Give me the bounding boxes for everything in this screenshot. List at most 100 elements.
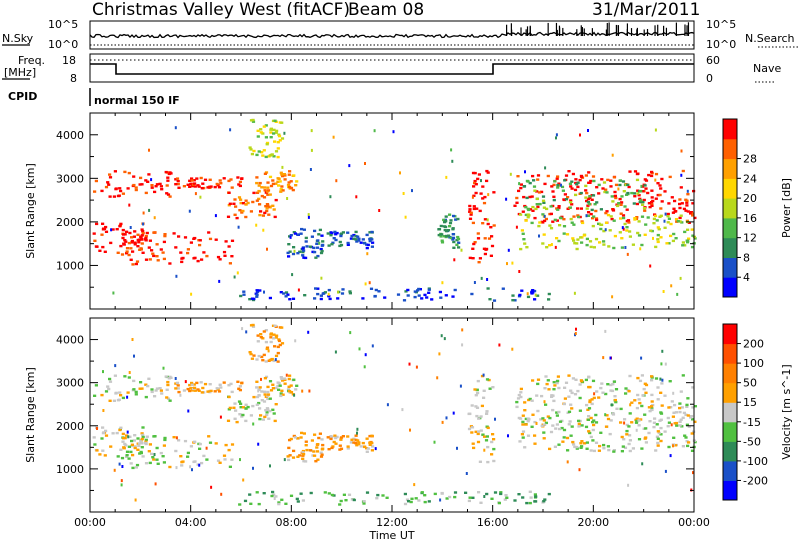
power-cell (286, 183, 291, 187)
velocity-point (349, 331, 352, 335)
power-cell (602, 240, 606, 243)
velocity-cell (265, 413, 269, 417)
velocity-point (438, 352, 441, 356)
power-cell (330, 243, 334, 246)
power-point (639, 247, 642, 251)
velocity-cell (200, 391, 204, 394)
power-cell (190, 179, 194, 182)
velocity-cell (251, 325, 256, 328)
power-cell (536, 294, 540, 297)
velocity-cell (557, 386, 561, 390)
power-cell (553, 180, 557, 183)
velocity-cell (153, 395, 157, 398)
velocity-cell (264, 329, 268, 332)
power-cell (176, 182, 180, 186)
power-cell (600, 223, 604, 226)
power-cell (476, 237, 481, 240)
velocity-cell (312, 450, 316, 453)
power-cell (686, 239, 690, 242)
power-cell (530, 221, 534, 225)
velocity-cell (259, 414, 263, 417)
power-cell (524, 213, 528, 217)
velocity-point (511, 347, 514, 351)
power-cell (316, 292, 320, 296)
power-cell (320, 244, 324, 247)
velocity-cell (315, 450, 320, 453)
velocity-cell (133, 445, 137, 448)
power-point (283, 131, 286, 135)
power-point (129, 226, 132, 229)
velocity-cell (546, 415, 550, 418)
power-cell (549, 205, 553, 208)
power-cell (639, 189, 643, 193)
velocity-colorbar-label: 100 (743, 357, 764, 370)
velocity-cell (280, 498, 284, 501)
velocity-cell (133, 434, 137, 437)
power-cell (289, 186, 294, 190)
power-cell (451, 227, 455, 230)
velocity-point (257, 442, 260, 446)
velocity-cell (556, 375, 560, 378)
velocity-point (609, 356, 612, 360)
velocity-cell (263, 415, 267, 419)
power-point (617, 187, 620, 191)
power-cell (676, 220, 680, 223)
power-point (560, 183, 562, 187)
velocity-cell (521, 430, 526, 433)
power-cell (623, 222, 627, 226)
velocity-cell (148, 443, 152, 446)
velocity-cell (209, 389, 213, 393)
velocity-cell (562, 436, 566, 439)
power-cell (276, 155, 280, 159)
velocity-cell (540, 424, 544, 427)
power-cell (635, 202, 639, 206)
velocity-cell (620, 435, 624, 439)
power-cell (260, 151, 264, 154)
power-cell (519, 213, 523, 216)
power-point (289, 235, 292, 239)
power-cell (98, 249, 102, 252)
power-cell (262, 196, 267, 199)
velocity-cell (533, 493, 537, 496)
power-cell (94, 179, 98, 183)
power-cell (181, 256, 185, 260)
velocity-cell (265, 411, 269, 414)
power-cell (192, 179, 196, 182)
velocity-point (604, 413, 607, 417)
power-cell (175, 177, 180, 180)
power-cell (471, 257, 475, 260)
freq-strip-frame (89, 53, 695, 83)
velocity-cell (689, 415, 694, 418)
power-cell (526, 216, 530, 219)
velocity-cell (251, 323, 255, 327)
velocity-cell (668, 380, 672, 383)
power-cell (317, 233, 321, 236)
velocity-cell (641, 394, 645, 397)
velocity-cell (602, 447, 606, 450)
power-point (128, 203, 131, 207)
power-cell (620, 195, 624, 198)
power-cell (354, 238, 358, 241)
power-cell (628, 235, 632, 238)
power-cell (198, 243, 202, 247)
power-cell (572, 223, 576, 226)
power-cell (316, 239, 320, 242)
velocity-cell (560, 426, 564, 430)
velocity-xtick-label: 12:00 (376, 516, 408, 529)
velocity-cell (147, 450, 151, 453)
power-cell (679, 186, 683, 189)
power-cell (113, 170, 117, 173)
power-cell (281, 174, 285, 178)
velocity-point (445, 416, 448, 420)
velocity-cell (656, 398, 660, 401)
velocity-cell (280, 389, 284, 392)
velocity-cell (569, 389, 573, 392)
velocity-cell (118, 428, 122, 432)
velocity-cell (186, 387, 190, 391)
velocity-cell (504, 494, 508, 497)
velocity-cell (627, 425, 631, 428)
power-cell (610, 195, 614, 198)
velocity-cell (155, 458, 159, 461)
